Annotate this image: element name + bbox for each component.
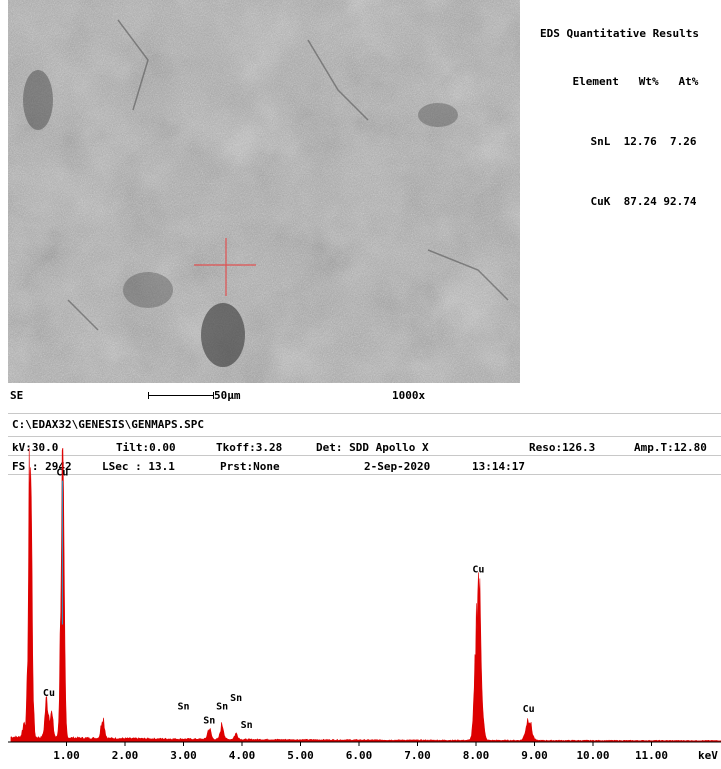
date-value: 2-Sep-2020 <box>364 460 431 473</box>
spectrum-area <box>10 448 721 743</box>
sem-image <box>8 0 520 383</box>
x-tick-label: 1.00 <box>53 749 80 762</box>
peak-label: Sn <box>177 702 189 713</box>
x-axis-label: keV <box>698 749 718 762</box>
magnification: 1000x <box>392 389 426 402</box>
x-tick-label: 2.00 <box>112 749 139 762</box>
x-tick-label: 3.00 <box>170 749 197 762</box>
eds-results-row: SnL 12.76 7.26 <box>590 135 697 148</box>
x-tick-label: 5.00 <box>287 749 314 762</box>
amp-value: Amp.T:12.80 <box>634 441 707 454</box>
params-row-2: FS : 2942 LSec : 13.1 Prst:None 2-Sep-20… <box>8 456 721 474</box>
x-tick-label: 7.00 <box>404 749 431 762</box>
tkoff-value: Tkoff:3.28 <box>216 441 283 454</box>
file-path: C:\EDAX32\GENESIS\GENMAPS.SPC <box>12 418 205 431</box>
kv-value: kV:30.0 <box>12 441 59 454</box>
peak-label: Sn <box>230 693 242 704</box>
eds-results-row: CuK 87.24 92.74 <box>590 195 697 208</box>
eds-results-header: Element Wt% At% <box>572 75 699 88</box>
detector-value: Det: SDD Apollo X <box>316 441 429 454</box>
peak-label: Cu <box>56 468 68 479</box>
x-tick-label: 8.00 <box>463 749 490 762</box>
x-tick-label: 4.00 <box>229 749 256 762</box>
scale-bar <box>148 392 214 399</box>
time-value: 13:14:17 <box>472 460 525 473</box>
tilt-value: Tilt:0.00 <box>116 441 176 454</box>
x-tick-label: 6.00 <box>346 749 373 762</box>
file-path-row: C:\EDAX32\GENESIS\GENMAPS.SPC <box>8 414 721 434</box>
spectrum-series <box>10 448 721 743</box>
eds-results-title: EDS Quantitative Results <box>540 27 699 40</box>
sem-mode: SE <box>10 389 24 402</box>
scale-label: 50µm <box>214 389 241 402</box>
sem-micrograph <box>8 0 520 383</box>
sem-info-bar: SE 50µm 1000x <box>8 383 721 407</box>
peak-label: Sn <box>241 720 253 731</box>
x-tick-label: 9.00 <box>521 749 548 762</box>
peak-label: Cu <box>43 688 55 699</box>
peak-label: Cu <box>472 565 484 576</box>
lsec-value: LSec : 13.1 <box>102 460 175 473</box>
reso-value: Reso:126.3 <box>529 441 596 454</box>
x-axis-ticks: 1.00 2.00 3.00 4.00 5.00 6.00 7.00 8.00 9.00 10.0… <box>53 742 668 762</box>
x-tick-label: 11.00 <box>635 749 668 762</box>
eds-results-table: EDS Quantitative Results Element Wt% At%… <box>540 4 699 232</box>
peak-label: Cu <box>523 704 535 715</box>
peak-label: Sn <box>203 715 215 726</box>
peak-label: Sn <box>216 702 228 713</box>
params-row-1: kV:30.0 Tilt:0.00 Tkoff:3.28 Det: SDD Ap… <box>8 437 721 455</box>
x-tick-label: 10.00 <box>576 749 609 762</box>
preset-value: Prst:None <box>220 460 280 473</box>
fs-value: FS : 2942 <box>12 460 72 473</box>
crosshair <box>194 238 256 296</box>
